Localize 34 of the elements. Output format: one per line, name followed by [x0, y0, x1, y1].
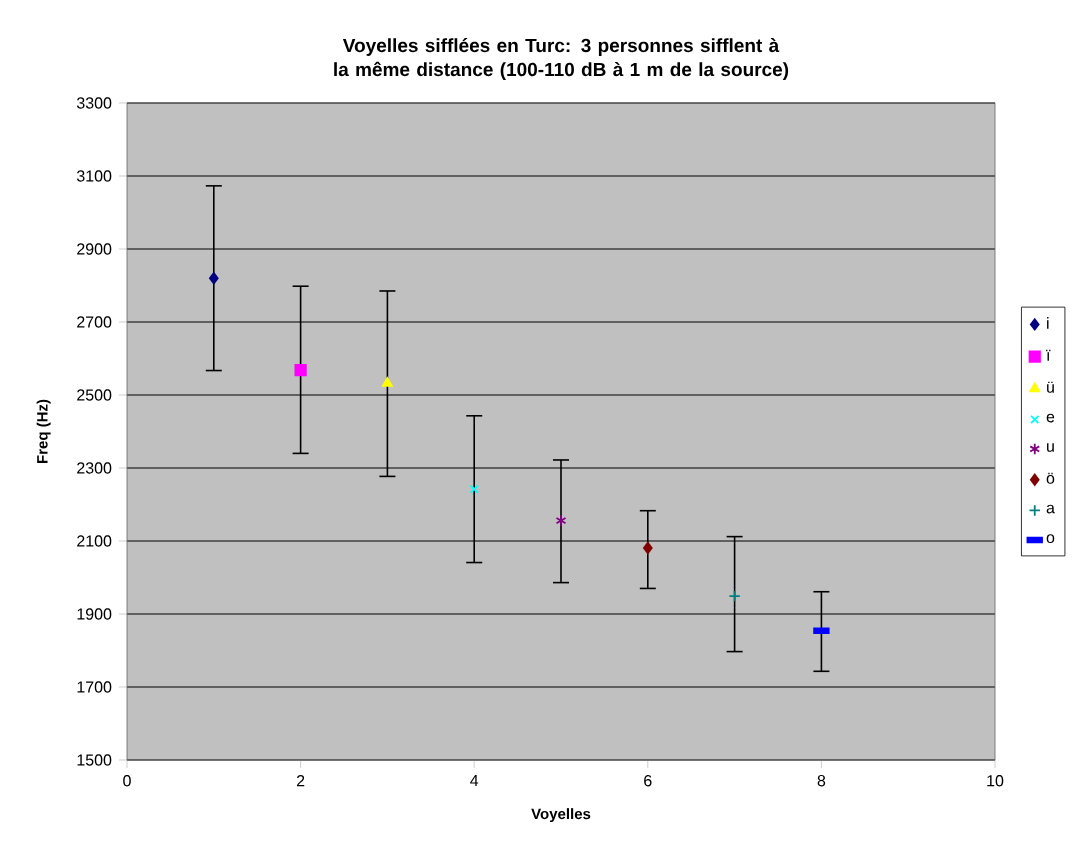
- chart-title: Voyelles sifflées en Turc: 3 personnes sifflent à la même distance (100-110 dB à 1 m de la source): [334, 38, 789, 80]
- x-axis-title: Voyelles: [531, 808, 591, 823]
- y-tick-label: 2100: [77, 535, 112, 547]
- y-tick-label: 3300: [76, 97, 112, 109]
- x-tick-label: 8: [817, 775, 826, 787]
- y-tick-label: 2300: [77, 462, 112, 474]
- point: [643, 541, 653, 555]
- x-tick-label: 4: [470, 775, 479, 787]
- y-tick-label: 2700: [77, 316, 112, 328]
- y-tick-label: 1900: [77, 608, 112, 620]
- y-tick-label: 3100: [76, 170, 112, 182]
- legend-label: o: [1046, 534, 1055, 544]
- legend-label: a: [1046, 504, 1055, 514]
- point: [209, 272, 219, 285]
- x-tick-label: 10: [987, 775, 1004, 787]
- point: [555, 514, 567, 527]
- y-tick-label: 2900: [77, 243, 112, 255]
- legend-label: ö: [1046, 472, 1055, 484]
- x-tick-label: 0: [123, 775, 131, 787]
- legend-label: e: [1046, 413, 1055, 423]
- point: [469, 484, 479, 494]
- point: [728, 590, 741, 603]
- x-tick-label: 2: [296, 775, 305, 787]
- legend-label: i: [1047, 317, 1049, 329]
- y-tick-label: 2500: [77, 389, 112, 401]
- x-tick-label: 6: [644, 775, 652, 787]
- y-tick-label: 1700: [77, 681, 112, 693]
- point: [294, 364, 307, 377]
- point: [382, 377, 393, 387]
- y-tick-label: 1500: [77, 754, 112, 766]
- y-axis-title: Freq (Hz): [36, 399, 51, 463]
- legend-label: ü: [1047, 381, 1054, 393]
- legend-label: ï: [1046, 349, 1051, 361]
- legend-label: u: [1047, 443, 1054, 452]
